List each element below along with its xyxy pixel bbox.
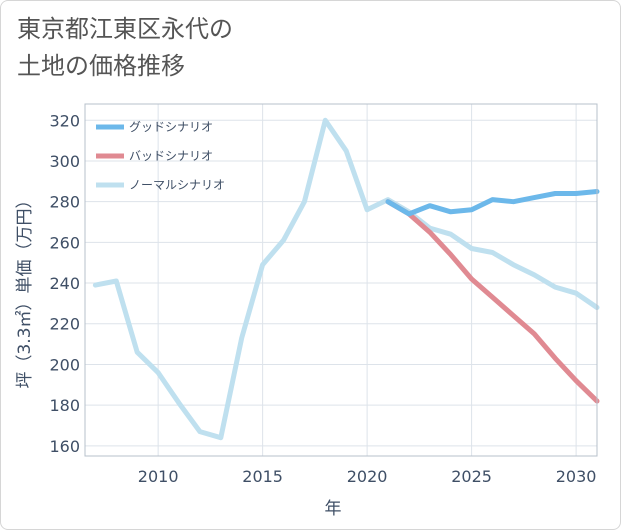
y-tick-label: 320 [49,111,80,130]
series-line-2 [385,199,600,404]
series-line-3 [92,117,600,441]
y-tick-label: 280 [49,193,80,212]
chart-title: 東京都江東区永代の 土地の価格推移 [17,11,233,85]
legend-label: ノーマルシナリオ [129,178,225,192]
x-tick-label: 2030 [556,467,597,486]
legend-item: バッドシナリオ [96,149,213,163]
x-tick-label: 2025 [451,467,492,486]
legend-label: グッドシナリオ [129,120,213,134]
legend-label: バッドシナリオ [129,149,213,163]
series-layer [92,117,600,441]
series-line-1 [385,189,600,217]
y-tick-label: 220 [49,315,80,334]
y-tick-label: 200 [49,355,80,374]
tick-labels: 2010 2015 2020 2025 2030 160 180 200 220 240 260 28… [49,111,596,486]
x-axis-label: 年 [325,499,342,519]
plot-border [84,103,598,457]
plot-frame [84,103,598,457]
legend-item: ノーマルシナリオ [96,178,225,192]
chart-title-line2: 土地の価格推移 [17,52,185,80]
x-tick-label: 2010 [138,467,179,486]
chart-title-line1: 東京都江東区永代の [17,15,233,43]
y-tick-label: 180 [49,396,80,415]
x-tick-label: 2015 [242,467,283,486]
y-tick-label: 300 [49,152,80,171]
x-tick-label: 2020 [347,467,388,486]
y-tick-label: 260 [49,233,80,252]
y-tick-label: 160 [49,437,80,456]
legend-item: グッドシナリオ [96,120,213,134]
y-tick-label: 240 [49,274,80,293]
y-axis-label: 坪（3.3㎡）単価（万円） [15,191,35,388]
